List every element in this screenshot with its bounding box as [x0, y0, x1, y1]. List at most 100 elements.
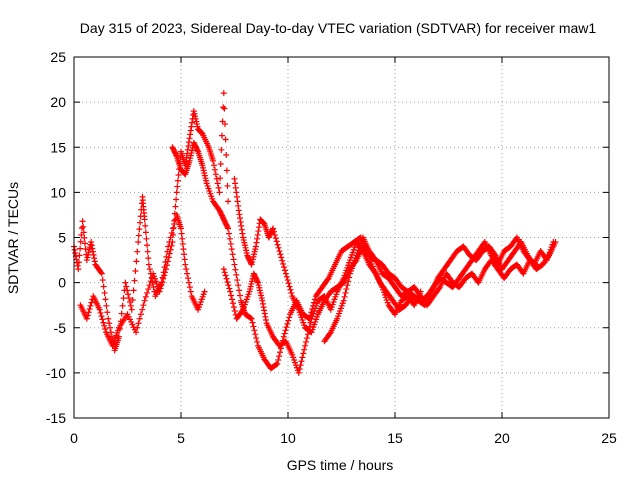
data-point	[165, 254, 172, 261]
data-point	[164, 258, 171, 265]
data-point	[227, 288, 234, 295]
data-point	[237, 215, 244, 222]
data-point	[260, 219, 267, 226]
data-point	[262, 317, 269, 324]
data-point	[135, 239, 142, 246]
data-point	[174, 183, 181, 190]
data-point	[187, 131, 194, 138]
data-point	[181, 256, 188, 263]
data-point	[238, 226, 245, 233]
data-point	[261, 307, 268, 314]
data-point	[122, 279, 129, 286]
data-point	[344, 282, 351, 289]
data-point	[272, 235, 279, 242]
data-point	[172, 203, 179, 210]
data-point	[341, 293, 348, 300]
data-point	[235, 282, 242, 289]
data-point	[88, 242, 95, 249]
data-point	[77, 238, 84, 245]
data-point	[271, 231, 278, 238]
y-tick-label: -10	[46, 365, 66, 381]
data-point	[222, 136, 229, 143]
axis-ticks: 0 5 10 15 20 25 -15 -10 -5 0 5 10 15 20 25	[46, 49, 617, 446]
data-point	[137, 311, 144, 318]
x-axis-label: GPS time / hours	[287, 457, 394, 473]
data-point	[133, 258, 140, 265]
data-point	[90, 251, 97, 258]
y-tick-label: 10	[50, 184, 66, 200]
data-point	[82, 245, 89, 252]
data-point	[299, 354, 306, 361]
data-point	[101, 289, 108, 296]
data-point	[106, 320, 113, 327]
data-point	[132, 268, 139, 275]
data-point	[171, 217, 178, 224]
data-point	[326, 330, 333, 337]
data-point	[89, 248, 96, 255]
data-point	[286, 283, 293, 290]
x-tick-label: 25	[601, 430, 617, 446]
data-point	[108, 333, 115, 340]
series-track-b	[77, 90, 232, 349]
data-point	[345, 278, 352, 285]
data-point	[281, 330, 288, 337]
data-point	[99, 316, 106, 323]
data-point	[298, 358, 305, 365]
y-tick-label: 15	[50, 139, 66, 155]
data-marks	[71, 90, 559, 376]
data-point	[145, 286, 152, 293]
data-point	[178, 230, 185, 237]
data-point	[150, 284, 157, 291]
data-point	[91, 255, 98, 262]
data-point	[82, 240, 89, 247]
data-point	[78, 225, 85, 232]
data-point	[233, 189, 240, 196]
data-point	[280, 333, 287, 340]
data-point	[181, 251, 188, 258]
data-point	[146, 282, 153, 289]
data-point	[254, 235, 261, 242]
data-point	[275, 244, 282, 251]
data-point	[170, 225, 177, 232]
data-point	[282, 327, 289, 334]
data-point	[183, 266, 190, 273]
chart-title: Day 315 of 2023, Sidereal Day-to-day VTE…	[80, 20, 597, 36]
data-point	[236, 287, 243, 294]
data-point	[274, 241, 281, 248]
data-point	[282, 270, 289, 277]
data-point	[238, 222, 245, 229]
data-point	[283, 273, 290, 280]
data-point	[170, 224, 177, 231]
data-point	[215, 184, 222, 191]
data-point	[232, 184, 239, 191]
data-point	[97, 309, 104, 316]
data-point	[99, 277, 106, 284]
data-point	[115, 333, 122, 340]
data-point	[173, 189, 180, 196]
data-point	[178, 225, 184, 232]
data-point	[307, 319, 314, 326]
data-point	[302, 342, 309, 349]
data-point	[225, 225, 232, 232]
data-point	[301, 346, 308, 353]
data-point	[88, 239, 95, 246]
data-point	[74, 262, 81, 269]
data-point	[228, 246, 235, 253]
data-point	[128, 306, 135, 313]
data-point	[260, 304, 267, 311]
data-point	[227, 240, 234, 247]
data-point	[283, 324, 290, 331]
data-point	[165, 243, 172, 250]
data-point	[201, 288, 208, 295]
data-point	[80, 229, 87, 236]
data-point	[221, 269, 228, 276]
data-point	[97, 269, 104, 276]
data-point	[220, 90, 227, 97]
data-point	[182, 261, 189, 268]
data-point	[183, 154, 190, 161]
data-point	[254, 338, 261, 345]
data-point	[224, 224, 231, 231]
data-point	[281, 264, 288, 271]
data-point	[144, 289, 151, 296]
data-point	[194, 147, 201, 154]
